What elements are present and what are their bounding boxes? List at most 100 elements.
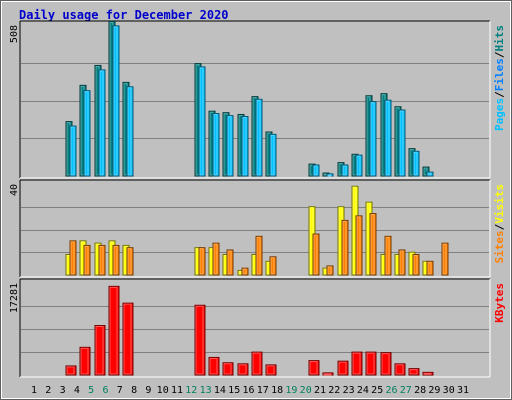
panel-max-label: 17281 — [9, 283, 20, 313]
bar-highlight — [442, 243, 447, 275]
bar-highlight — [195, 305, 204, 375]
bar-sites-day-7 — [112, 244, 120, 276]
bar-kbytes-day-25 — [365, 351, 377, 376]
bar-kbytes-day-7 — [108, 285, 120, 376]
bar-highlight — [323, 373, 332, 376]
day-label-11: 11 — [171, 385, 183, 396]
bar-highlight — [413, 151, 418, 176]
bar-highlight — [395, 364, 404, 375]
bar-files-day-17 — [255, 98, 263, 177]
bar-sites-day-4 — [69, 240, 77, 276]
bar-kbytes-day-14 — [208, 356, 220, 376]
bar-kbytes-day-23 — [337, 360, 349, 376]
day-label-16: 16 — [242, 385, 254, 396]
bar-highlight — [385, 236, 390, 275]
legend-entry: / — [493, 91, 506, 98]
panel-visits-sites: 40 Sites/Visits — [9, 179, 506, 278]
panel-kbytes: 17281 KBytes — [9, 278, 506, 378]
bar-files-day-14 — [212, 113, 220, 177]
bar-highlight — [223, 363, 232, 375]
panel-legend: Pages/Files/Hits — [493, 25, 506, 131]
bar-highlight — [342, 165, 347, 176]
bar-highlight — [370, 214, 375, 275]
bar-files-day-8 — [126, 86, 134, 177]
bar-highlight — [109, 286, 118, 375]
bar-sites-day-21 — [312, 233, 320, 276]
bar-files-day-4 — [69, 125, 77, 177]
series-kbytes — [65, 285, 434, 376]
day-label-22: 22 — [328, 385, 340, 396]
bar-kbytes-day-4 — [65, 365, 77, 376]
bar-kbytes-day-6 — [94, 324, 106, 376]
bar-highlight — [266, 365, 275, 375]
day-label-31: 31 — [457, 385, 469, 396]
bar-files-day-25 — [369, 101, 377, 177]
bar-highlight — [238, 364, 247, 375]
bar-sites-day-5 — [83, 244, 91, 276]
bar-kbytes-day-24 — [351, 351, 363, 376]
series-files — [69, 25, 434, 177]
legend-entry: Visits — [493, 184, 506, 224]
day-label-30: 30 — [443, 385, 455, 396]
bar-highlight — [370, 102, 375, 176]
bar-highlight — [423, 372, 432, 375]
bar-files-day-24 — [355, 154, 363, 177]
bar-highlight — [256, 99, 261, 176]
bar-highlight — [242, 268, 247, 275]
day-label-8: 8 — [131, 385, 137, 396]
day-label-17: 17 — [257, 385, 269, 396]
bar-highlight — [309, 361, 318, 375]
bar-highlight — [242, 117, 247, 176]
bar-files-day-5 — [83, 90, 91, 177]
bar-files-day-6 — [98, 69, 106, 177]
day-label-25: 25 — [371, 385, 383, 396]
bar-highlight — [80, 347, 89, 375]
bar-sites-day-26 — [384, 235, 392, 276]
bar-highlight — [313, 165, 318, 176]
panel-max-label: 40 — [9, 184, 20, 196]
bar-kbytes-day-27 — [394, 363, 406, 376]
bar-highlight — [213, 114, 218, 176]
bar-highlight — [366, 352, 375, 375]
bar-sites-day-13 — [198, 247, 206, 276]
day-label-14: 14 — [214, 385, 226, 396]
day-label-3: 3 — [60, 385, 66, 396]
bar-files-day-16 — [241, 116, 249, 177]
day-label-20: 20 — [300, 385, 312, 396]
day-label-28: 28 — [414, 385, 426, 396]
bar-highlight — [213, 243, 218, 275]
bar-sites-day-22 — [326, 265, 334, 276]
bar-sites-day-25 — [369, 213, 377, 276]
bar-highlight — [409, 369, 418, 375]
bar-sites-day-29 — [426, 260, 434, 276]
bar-highlight — [66, 366, 75, 375]
day-label-21: 21 — [314, 385, 326, 396]
bar-highlight — [113, 245, 118, 275]
day-label-19: 19 — [285, 385, 297, 396]
bar-highlight — [209, 357, 218, 375]
bar-highlight — [70, 241, 75, 275]
bar-sites-day-17 — [255, 235, 263, 276]
bar-sites-day-18 — [269, 256, 277, 276]
bar-sites-day-16 — [241, 267, 249, 276]
legend-entry: Hits — [493, 25, 506, 52]
bar-highlight — [413, 255, 418, 275]
day-axis-labels: 1 2 3 4 5 6 7 8 9 10 11 12 13 14 15 16 17 18 19 20 21 22 23 24 2… — [31, 385, 469, 396]
day-label-13: 13 — [200, 385, 212, 396]
day-label-1: 1 — [31, 385, 37, 396]
bar-kbytes-day-26 — [380, 352, 392, 376]
bar-files-day-23 — [341, 164, 349, 177]
bar-hits-day-29 — [422, 166, 430, 177]
bar-highlight — [338, 361, 347, 375]
bar-highlight — [70, 126, 75, 176]
legend-entry: / — [493, 223, 506, 230]
day-label-4: 4 — [74, 385, 80, 396]
bar-highlight — [99, 70, 104, 176]
series-sites — [69, 213, 449, 276]
bar-files-day-13 — [198, 66, 206, 177]
bar-highlight — [352, 352, 361, 375]
day-label-9: 9 — [145, 385, 151, 396]
bar-highlight — [327, 174, 332, 177]
